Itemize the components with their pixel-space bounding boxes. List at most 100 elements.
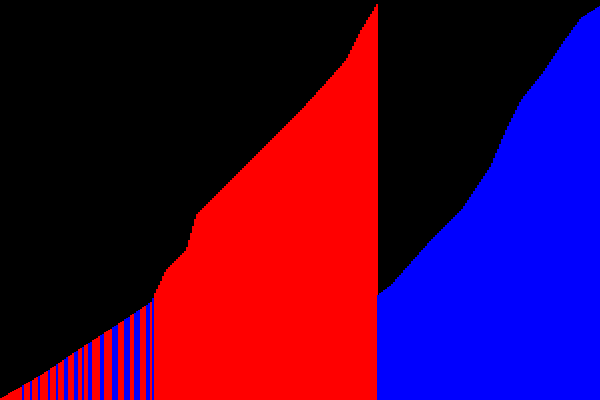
bar-left-24 — [48, 370, 50, 400]
bar-right-82 — [541, 74, 543, 400]
bar-left-126 — [252, 158, 254, 400]
bar-right-100 — [577, 22, 579, 400]
bar-left-36 — [72, 353, 74, 400]
bar-left-139 — [278, 132, 280, 400]
bar-left-68 — [136, 311, 138, 400]
bar-right-94 — [565, 38, 567, 400]
bar-right-14 — [405, 268, 407, 400]
bar-left-133 — [266, 144, 268, 400]
bar-left-104 — [208, 202, 210, 400]
bar-right-75 — [527, 91, 529, 400]
bar-right-104 — [585, 15, 587, 400]
bar-left-51 — [102, 334, 104, 400]
bar-left-82 — [164, 272, 166, 400]
bar-right-96 — [569, 33, 571, 400]
bar-right-20 — [417, 255, 419, 400]
bar-left-143 — [286, 124, 288, 400]
bar-left-20 — [40, 375, 42, 400]
bar-right-24 — [425, 246, 427, 400]
bar-left-92 — [184, 251, 186, 400]
bar-right-81 — [539, 76, 541, 400]
bar-right-51 — [479, 182, 481, 400]
bar-left-138 — [276, 134, 278, 400]
bar-left-55 — [110, 329, 112, 400]
bar-left-161 — [322, 86, 324, 400]
bar-left-154 — [308, 101, 310, 400]
bar-left-59 — [118, 323, 120, 400]
bar-right-93 — [563, 41, 565, 400]
bar-right-61 — [499, 144, 501, 400]
bar-right-95 — [567, 36, 569, 400]
bar-left-44 — [88, 343, 90, 400]
bar-right-72 — [521, 99, 523, 400]
bar-left-167 — [334, 72, 336, 400]
bar-right-31 — [439, 231, 441, 400]
bar-left-180 — [360, 30, 362, 400]
bar-right-59 — [495, 153, 497, 400]
bar-left-0 — [0, 398, 2, 400]
bar-right-40 — [457, 213, 459, 400]
bar-left-185 — [370, 14, 372, 400]
bar-left-12 — [24, 384, 26, 400]
bar-left-87 — [174, 261, 176, 400]
bar-right-109 — [595, 8, 597, 400]
bar-right-90 — [557, 50, 559, 400]
bar-right-15 — [407, 266, 409, 400]
bar-right-80 — [537, 79, 539, 400]
bar-right-38 — [453, 217, 455, 400]
bar-left-114 — [228, 182, 230, 400]
bar-left-99 — [198, 212, 200, 400]
bar-left-63 — [126, 318, 128, 400]
bar-left-5 — [10, 392, 12, 400]
bar-left-43 — [86, 344, 88, 400]
bar-right-60 — [497, 149, 499, 400]
bar-right-53 — [483, 176, 485, 400]
bar-right-49 — [475, 188, 477, 400]
bar-left-184 — [368, 17, 370, 400]
bar-left-170 — [340, 66, 342, 400]
bar-left-11 — [22, 385, 24, 400]
bar-right-58 — [493, 158, 495, 400]
bar-left-134 — [268, 142, 270, 400]
bar-right-0 — [377, 295, 379, 400]
bar-right-23 — [423, 248, 425, 400]
bar-left-128 — [256, 154, 258, 400]
bar-left-22 — [44, 372, 46, 400]
bar-right-79 — [535, 81, 537, 400]
bar-left-31 — [62, 360, 64, 400]
bar-left-13 — [26, 383, 28, 400]
bar-left-57 — [114, 326, 116, 400]
bar-left-46 — [92, 340, 94, 400]
bar-right-92 — [561, 44, 563, 400]
bar-right-39 — [455, 215, 457, 400]
bar-left-112 — [224, 186, 226, 400]
bar-left-85 — [170, 265, 172, 400]
bar-right-108 — [593, 10, 595, 400]
bar-left-75 — [150, 302, 152, 400]
bar-left-157 — [314, 95, 316, 400]
bar-left-144 — [288, 122, 290, 400]
bar-right-88 — [553, 56, 555, 400]
bar-right-2 — [381, 292, 383, 400]
bar-left-156 — [312, 97, 314, 400]
bar-left-97 — [194, 219, 196, 400]
bar-right-69 — [515, 110, 517, 400]
bar-left-100 — [200, 210, 202, 400]
bar-right-28 — [433, 237, 435, 400]
bar-right-99 — [575, 25, 577, 400]
bar-right-98 — [573, 27, 575, 400]
bar-left-34 — [68, 356, 70, 400]
bar-left-137 — [274, 136, 276, 400]
bar-left-29 — [58, 363, 60, 400]
bar-right-85 — [547, 65, 549, 400]
bar-left-73 — [146, 305, 148, 400]
bar-right-89 — [555, 53, 557, 400]
bar-right-101 — [579, 19, 581, 400]
bar-left-14 — [28, 382, 30, 400]
bar-left-64 — [128, 317, 130, 400]
bar-left-129 — [258, 152, 260, 400]
bar-right-106 — [589, 12, 591, 400]
bar-left-95 — [190, 233, 192, 400]
bar-right-32 — [441, 229, 443, 400]
bar-right-65 — [507, 126, 509, 400]
